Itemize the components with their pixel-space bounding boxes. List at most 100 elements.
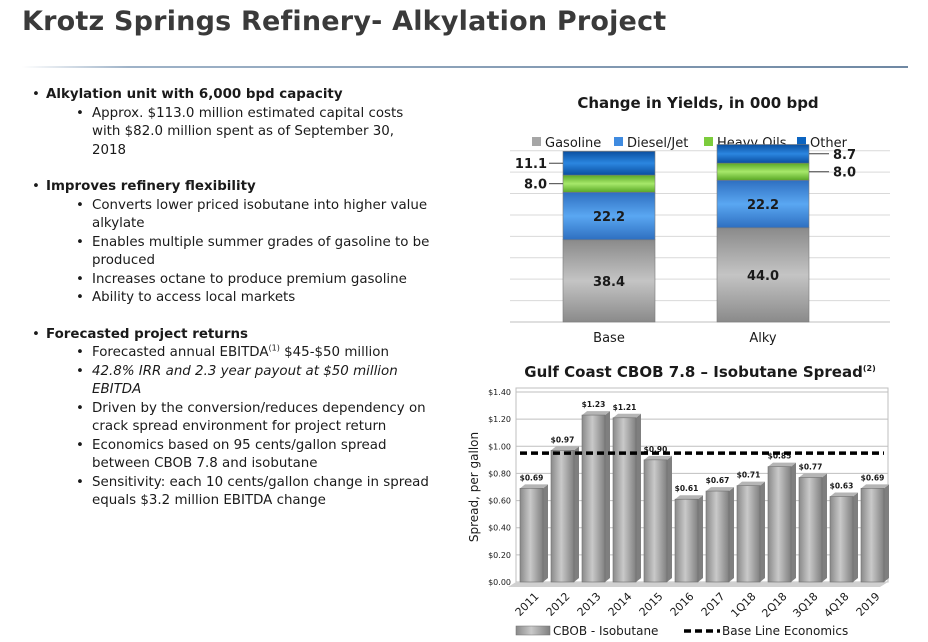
spread-bar-top bbox=[799, 473, 827, 478]
spread-bar-side bbox=[605, 411, 610, 582]
spread-data-label: $0.63 bbox=[830, 482, 854, 491]
spread-bar bbox=[736, 485, 761, 583]
spread-bar-top bbox=[613, 413, 641, 418]
bullet-local-markets: Ability to access local markets bbox=[30, 289, 430, 308]
yields-data-label: 44.0 bbox=[747, 269, 779, 284]
spread-bar bbox=[612, 417, 637, 583]
spread-y-tick-label: $0.20 bbox=[488, 551, 511, 560]
bullet-octane: Increases octane to produce premium gaso… bbox=[30, 271, 430, 290]
yields-data-label: 8.0 bbox=[524, 178, 547, 193]
spread-bar-side bbox=[760, 481, 765, 582]
spread-bar bbox=[550, 450, 575, 583]
spread-bar-side bbox=[853, 492, 858, 582]
spread-y-axis-title: Spread, per gallon bbox=[467, 432, 481, 542]
bullet-capital-costs: Approx. $113.0 million estimated capital… bbox=[30, 105, 430, 161]
spread-bar-side bbox=[698, 495, 703, 582]
yields-bar-segment bbox=[716, 162, 810, 181]
spread-floor bbox=[508, 582, 888, 587]
spread-x-tick-label: 2016 bbox=[668, 590, 697, 619]
spread-bar-side bbox=[729, 487, 734, 582]
spread-data-label: $0.85 bbox=[768, 452, 792, 461]
spread-y-tick-label: $1.20 bbox=[488, 415, 511, 424]
yields-bar-segment bbox=[562, 151, 656, 176]
spread-legend-swatch bbox=[515, 625, 551, 636]
spread-data-label: $0.97 bbox=[551, 435, 575, 444]
spread-bar bbox=[643, 459, 668, 583]
spread-chart-title: Gulf Coast CBOB 7.8 – Isobutane Spread(2… bbox=[500, 363, 900, 381]
yields-data-label: 22.2 bbox=[747, 198, 779, 213]
yields-data-label: 8.0 bbox=[833, 166, 856, 181]
yields-bar-segment bbox=[562, 239, 656, 323]
bullet-project-returns: Forecasted project returns bbox=[30, 326, 430, 345]
spread-x-tick-label: 2019 bbox=[854, 590, 883, 619]
yields-data-label: 38.4 bbox=[593, 275, 625, 290]
bullet-list: Alkylation unit with 6,000 bpd capacity … bbox=[30, 86, 430, 511]
yields-bar-segment bbox=[716, 179, 810, 229]
spread-bar bbox=[581, 414, 606, 583]
spread-bar-side bbox=[822, 473, 827, 582]
yields-data-label: 8.7 bbox=[833, 148, 856, 163]
spread-bar-top bbox=[706, 487, 734, 492]
spread-bar-top bbox=[520, 484, 548, 489]
spread-x-tick-label: 2015 bbox=[637, 590, 666, 619]
spread-bar-top bbox=[551, 446, 579, 451]
bullet-summer-grades: Enables multiple summer grades of gasoli… bbox=[30, 234, 430, 271]
bullet-ebitda: Forecasted annual EBITDA(1) $45-$50 mill… bbox=[30, 344, 430, 363]
bullet-sensitivity: Sensitivity: each 10 cents/gallon change… bbox=[30, 474, 430, 511]
spread-chart: $0.00 $0.20 $0.40 $0.60 $0.80 $1.00 $1.20 $1.40… bbox=[467, 387, 889, 638]
ebitda-value: $45-$50 million bbox=[279, 345, 389, 360]
spread-data-label: $0.71 bbox=[737, 471, 761, 480]
spread-bar-side bbox=[667, 455, 672, 582]
spread-y-tick-label: $0.40 bbox=[488, 524, 511, 533]
spread-y-tick-label: $0.80 bbox=[488, 469, 511, 478]
spread-bar bbox=[705, 490, 730, 583]
spread-y-tick-label: $0.00 bbox=[488, 578, 511, 587]
spread-bar-side bbox=[636, 413, 641, 582]
footnote-1: (1) bbox=[268, 343, 280, 353]
yields-legend-swatch bbox=[797, 137, 806, 146]
yields-data-label: 11.1 bbox=[515, 157, 547, 172]
spread-data-label: $0.77 bbox=[799, 463, 823, 472]
spread-bar-side bbox=[543, 484, 548, 582]
spread-x-tick-label: 2014 bbox=[606, 590, 635, 619]
spread-bar-top bbox=[861, 484, 889, 489]
spread-x-tick-label: 2012 bbox=[544, 590, 573, 619]
spread-bar-top bbox=[644, 455, 672, 460]
spread-data-label: $0.67 bbox=[706, 476, 730, 485]
bullet-crack-spread: Driven by the conversion/reduces depende… bbox=[30, 400, 430, 437]
spread-bar bbox=[798, 477, 823, 583]
spread-x-tick-label: 2Q18 bbox=[759, 590, 789, 620]
spread-bar-top bbox=[675, 495, 703, 500]
spread-data-label: $1.21 bbox=[613, 403, 637, 412]
spread-legend-label: CBOB - Isobutane bbox=[553, 624, 658, 638]
yields-data-label: 22.2 bbox=[593, 210, 625, 225]
spread-bar bbox=[519, 488, 544, 583]
yields-bar-segment bbox=[716, 144, 810, 164]
yields-x-tick-label: Base bbox=[593, 331, 625, 346]
spread-data-label: $0.61 bbox=[675, 484, 699, 493]
ebitda-text: Forecasted annual EBITDA bbox=[92, 345, 269, 360]
bullet-flexibility: Improves refinery flexibility bbox=[30, 178, 430, 197]
spread-y-tick-label: $0.60 bbox=[488, 497, 511, 506]
spread-data-label: $0.69 bbox=[861, 473, 885, 482]
yields-bar-segment bbox=[716, 227, 810, 323]
yields-x-tick-label: Alky bbox=[749, 331, 777, 346]
spread-bar bbox=[767, 466, 792, 583]
spread-x-tick-label: 3Q18 bbox=[790, 590, 820, 620]
spread-legend-baseline-label: Base Line Economics bbox=[722, 624, 848, 638]
yields-legend-label: Other bbox=[810, 136, 848, 151]
yields-legend-swatch bbox=[532, 137, 541, 146]
spread-bar-top bbox=[830, 492, 858, 497]
spread-data-label: $1.23 bbox=[582, 400, 606, 409]
spread-bar-side bbox=[884, 484, 889, 582]
yields-chart: Gasoline Diesel/Jet Heavy Oils Other38.422.… bbox=[510, 136, 890, 346]
spread-data-label: $0.90 bbox=[644, 445, 668, 454]
yields-chart-title: Change in Yields, in 000 bpd bbox=[577, 94, 819, 112]
spread-bar-top bbox=[768, 462, 796, 467]
spread-x-tick-label: 2017 bbox=[699, 590, 728, 619]
spread-bar bbox=[829, 496, 854, 583]
spread-bar-side bbox=[791, 462, 796, 582]
page-title: Krotz Springs Refinery- Alkylation Proje… bbox=[22, 6, 667, 37]
footnote-2: (2) bbox=[862, 364, 876, 373]
bullet-irr: 42.8% IRR and 2.3 year payout at $50 mil… bbox=[30, 363, 430, 400]
